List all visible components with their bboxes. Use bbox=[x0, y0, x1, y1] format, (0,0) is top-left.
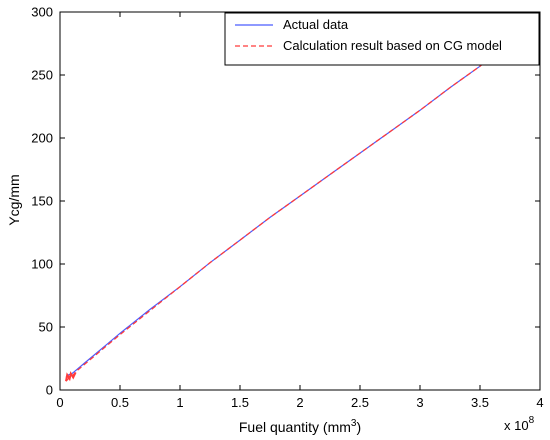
series-layer bbox=[65, 60, 487, 382]
y-tick-label: 200 bbox=[31, 131, 53, 146]
series-line-1 bbox=[65, 60, 487, 382]
x-tick-label: 1.5 bbox=[231, 395, 249, 410]
x-axis-title-superscript: 3 bbox=[351, 418, 357, 429]
y-tick-label: 100 bbox=[31, 257, 53, 272]
y-axis-title: Ycg/mm bbox=[6, 174, 22, 225]
x-tick-label: 0.5 bbox=[111, 395, 129, 410]
legend: Actual data Calculation result based on C… bbox=[224, 12, 540, 66]
x-axis-multiplier-exponent: 8 bbox=[529, 415, 535, 426]
legend-label-1: Calculation result based on CG model bbox=[283, 38, 502, 53]
plot-frame bbox=[59, 11, 541, 391]
x-tick-label: 3 bbox=[416, 395, 423, 410]
y-tick-label: 0 bbox=[46, 383, 53, 398]
y-tick-label: 150 bbox=[31, 194, 53, 209]
axes: 0 0.5 1 1.5 2 2.5 3 3.5 4 0 50 100 150 200 250 300 bbox=[31, 5, 543, 411]
y-tick-label: 250 bbox=[31, 68, 53, 83]
y-tick-label: 300 bbox=[31, 5, 53, 20]
plot-area bbox=[59, 11, 541, 391]
x-tick-label: 1 bbox=[176, 395, 183, 410]
x-tick-label: 3.5 bbox=[471, 395, 489, 410]
x-axis-title: Fuel quantity (mm3) bbox=[239, 418, 361, 435]
initial-oscillation bbox=[65, 371, 77, 382]
x-axis-title-suffix: ) bbox=[356, 419, 361, 435]
x-tick-label: 0 bbox=[56, 395, 63, 410]
x-axis-multiplier: x 108 bbox=[504, 415, 535, 433]
legend-box bbox=[224, 12, 540, 66]
x-tick-label: 2 bbox=[296, 395, 303, 410]
x-tick-label: 2.5 bbox=[351, 395, 369, 410]
y-tick-label: 50 bbox=[39, 320, 53, 335]
legend-label-0: Actual data bbox=[283, 17, 349, 32]
x-tick-label: 4 bbox=[536, 395, 543, 410]
